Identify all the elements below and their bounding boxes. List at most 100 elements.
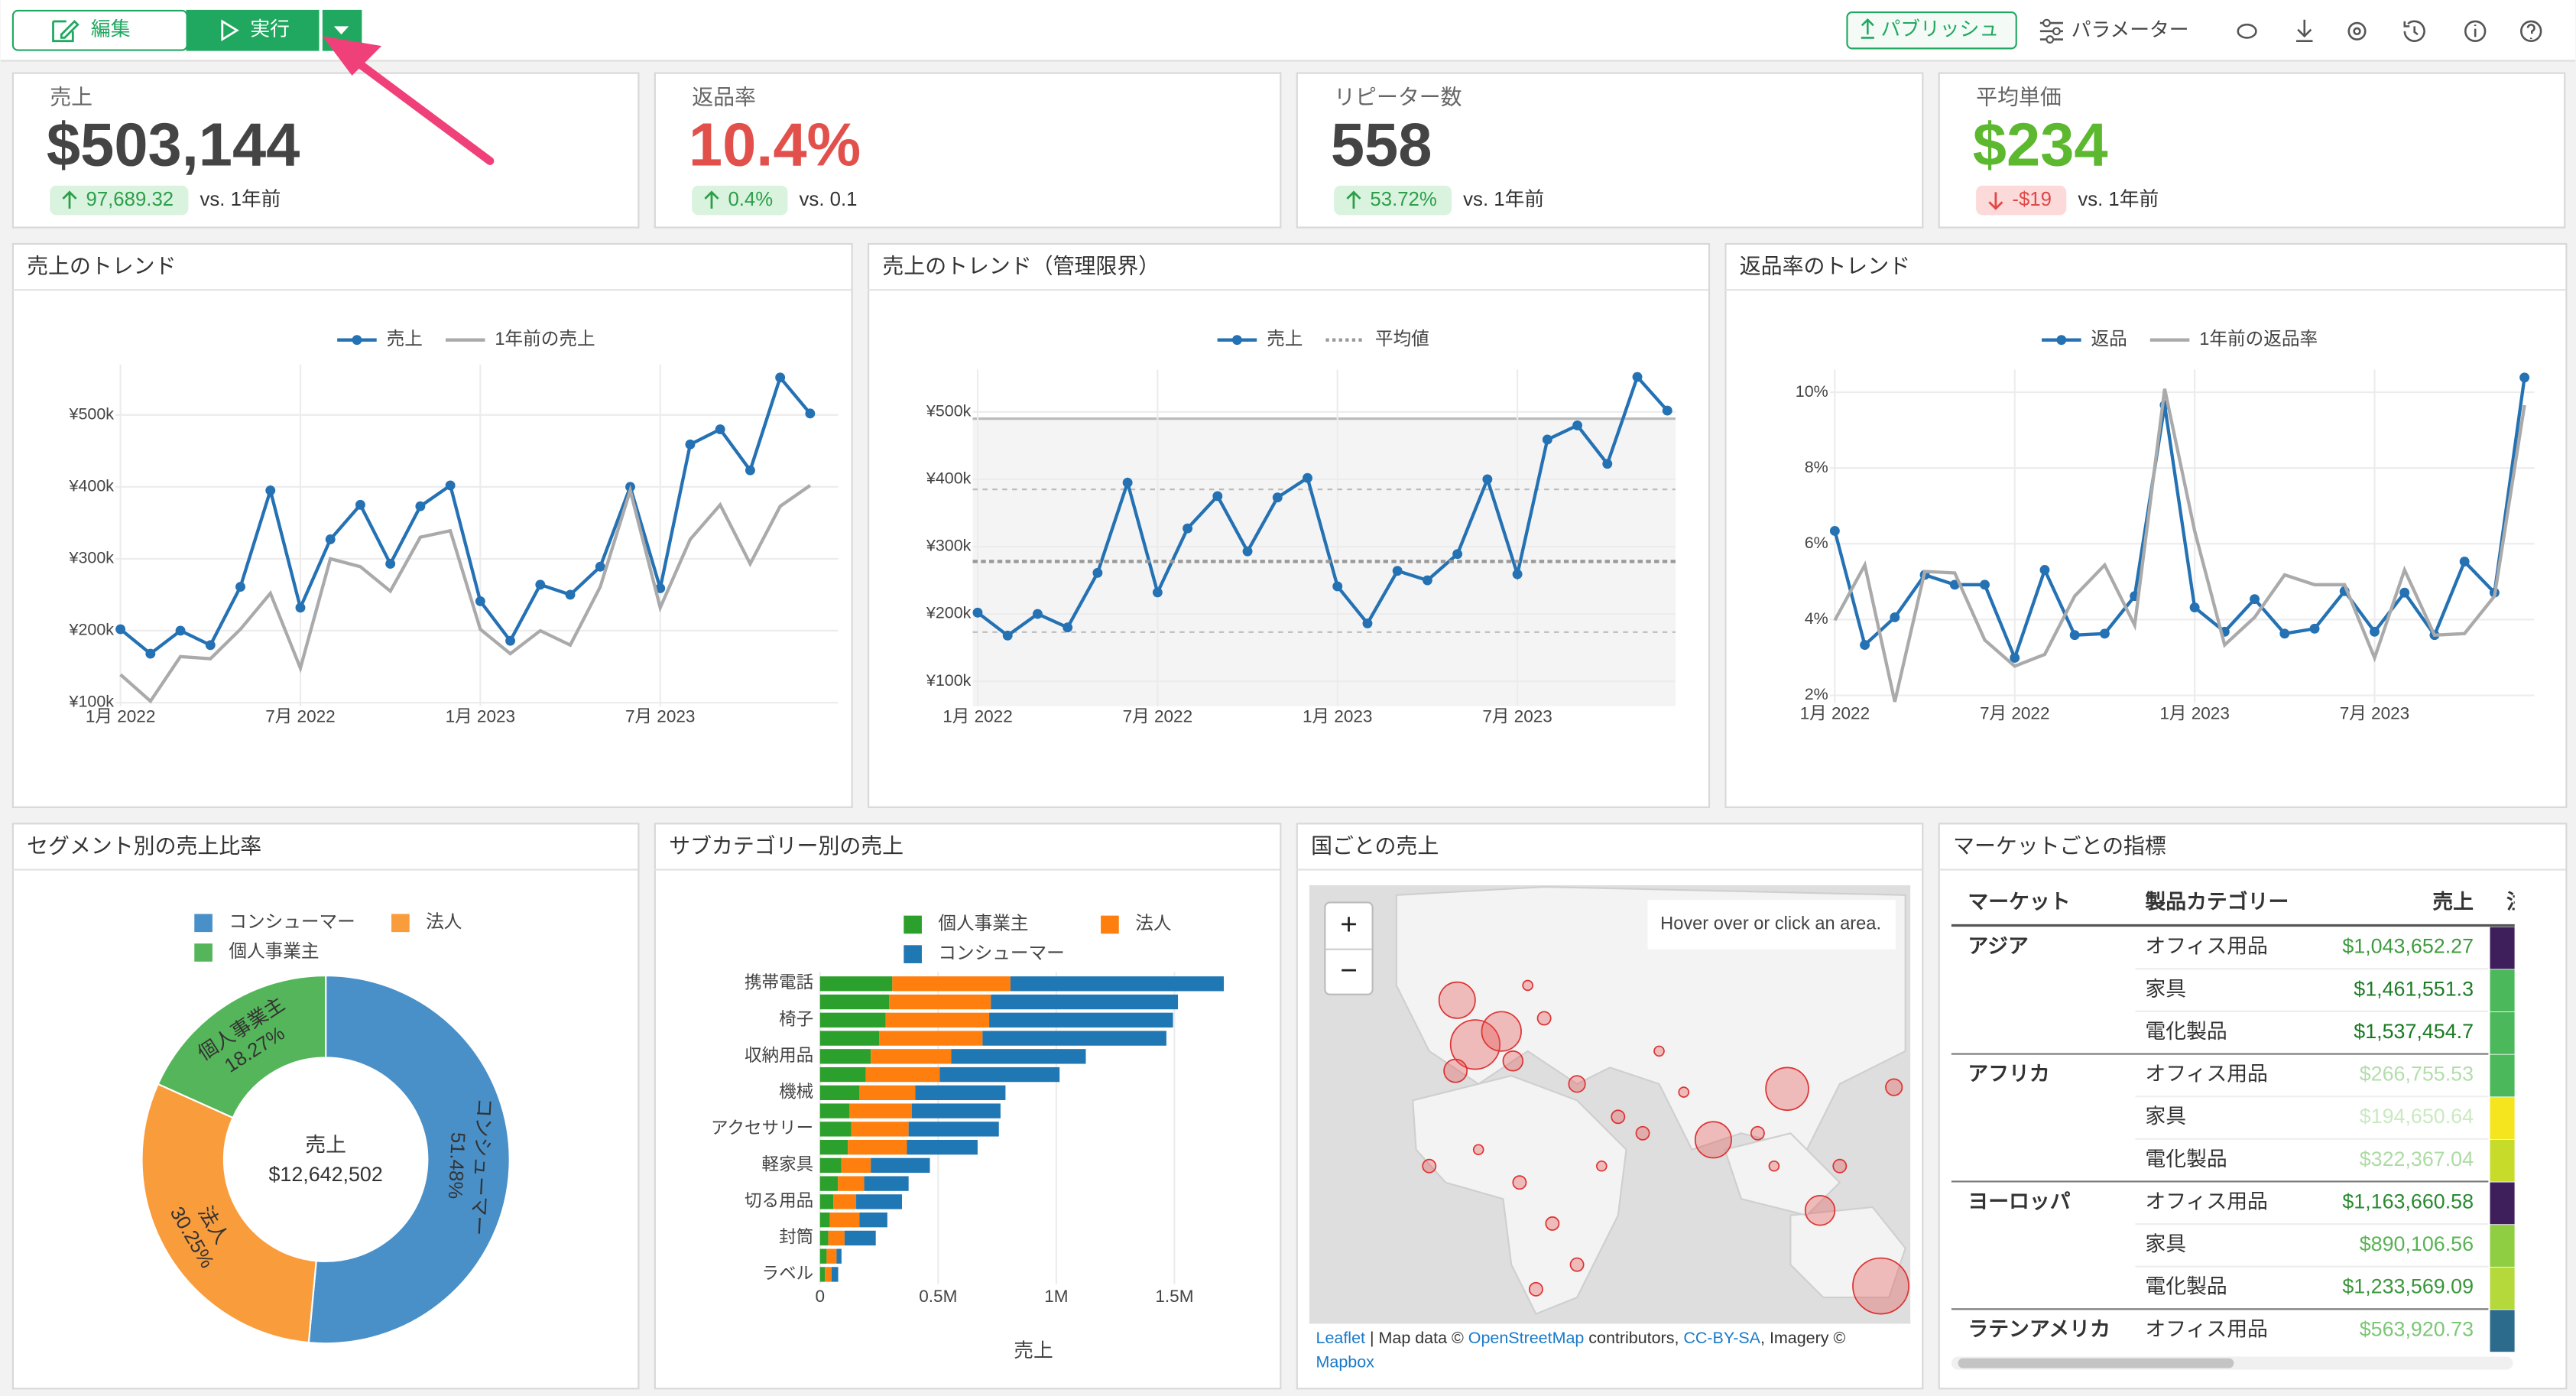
bar-segment [915, 1085, 1006, 1101]
bar-segment [819, 1194, 834, 1209]
point [1212, 491, 1223, 502]
parameters-label[interactable]: パラメーター [2072, 20, 2189, 41]
map-bubble[interactable] [1596, 1160, 1608, 1172]
bar-segment [819, 1031, 880, 1046]
market-cell: アジア [1968, 935, 2028, 958]
comment-icon[interactable] [2237, 23, 2257, 39]
zoom-out[interactable]: − [1340, 954, 1358, 987]
x-tick-label: 7月 2023 [625, 707, 696, 726]
run-label[interactable]: 実行 [250, 18, 290, 41]
scrollbar-thumb[interactable] [1958, 1358, 2234, 1368]
bar-segment [939, 1066, 1060, 1083]
kpi-value: $234 [1973, 110, 2108, 178]
y-tick-label: ¥400k [69, 476, 115, 495]
zoom-in[interactable]: + [1340, 908, 1358, 941]
bar-segment [982, 1031, 1166, 1046]
legend-swatch [194, 914, 213, 933]
bar-segment [871, 1157, 930, 1174]
point [1512, 569, 1523, 580]
map-bubble[interactable] [1750, 1125, 1765, 1141]
map-bubbles [1422, 979, 1909, 1315]
map-bubble[interactable] [1768, 1160, 1780, 1172]
map-bubble[interactable] [1481, 1011, 1522, 1052]
bar-segment [819, 1230, 829, 1246]
point [205, 640, 216, 651]
map-bubble[interactable] [1449, 1019, 1501, 1070]
color-cell [2490, 1097, 2515, 1140]
map-bubble[interactable] [1528, 1281, 1543, 1297]
publish-button[interactable]: パブリッシュ [1846, 11, 2017, 50]
map-bubble[interactable] [1512, 1175, 1527, 1190]
point [1662, 405, 1672, 416]
legend-marker [2056, 335, 2067, 346]
point [1092, 567, 1103, 578]
map-bubble[interactable] [1522, 979, 1533, 992]
bar-segment [825, 1267, 832, 1282]
map-bubble[interactable] [1611, 1109, 1626, 1125]
map-bubble[interactable] [1472, 1144, 1484, 1156]
annotation-arrow [344, 51, 495, 165]
bar-segment [892, 976, 1011, 992]
parameters-button[interactable]: パラメーター [2039, 18, 2189, 44]
map-bubble[interactable] [1569, 1257, 1585, 1272]
bar-segment [989, 1012, 1173, 1028]
map-bubble[interactable] [1545, 1216, 1560, 1231]
map-bubble[interactable] [1694, 1121, 1732, 1159]
bar-segment [879, 1031, 983, 1046]
point [775, 372, 786, 383]
x-tick-label: 0.5M [919, 1287, 957, 1306]
map-bubble[interactable] [1443, 1058, 1468, 1083]
point [355, 499, 365, 510]
settings-icon-center [2353, 27, 2361, 35]
x-tick-label: 1月 2022 [86, 707, 156, 726]
bar-segment [856, 1194, 903, 1209]
parameters-knob [2052, 27, 2061, 36]
column-header: 注文 [2506, 891, 2548, 914]
info-icon[interactable] [2464, 20, 2487, 42]
map-bubble[interactable] [1678, 1086, 1690, 1098]
map-bubble[interactable] [1765, 1066, 1809, 1112]
map-bubble[interactable] [1502, 1050, 1524, 1072]
map-bubble[interactable] [1832, 1158, 1848, 1174]
legend-label: 個人事業主 [229, 941, 319, 962]
download-icon[interactable] [2296, 19, 2313, 42]
publish-frame[interactable] [1846, 11, 2017, 50]
map-bubble[interactable] [1653, 1045, 1665, 1057]
map-bubble[interactable] [1804, 1195, 1836, 1226]
map-bubble[interactable] [1635, 1125, 1650, 1141]
point [1392, 566, 1403, 576]
history-icon[interactable] [2403, 20, 2425, 42]
column-header: マーケット [1968, 891, 2070, 914]
map-bubble[interactable] [1568, 1075, 1586, 1093]
y-tick-label: アクセサリー [711, 1118, 813, 1138]
settings-icon[interactable] [2347, 21, 2367, 41]
edit-button[interactable]: 編集 [11, 9, 188, 51]
y-tick-label: 収納用品 [745, 1046, 813, 1065]
kpi-title: 平均単価 [1976, 85, 2062, 109]
map-bubble[interactable] [1852, 1257, 1909, 1315]
legend-marker [352, 335, 362, 346]
column-header: 製品カテゴリー [2145, 890, 2289, 914]
bar-segment [907, 1139, 978, 1155]
point [1152, 587, 1163, 598]
map-bubble[interactable] [1536, 1011, 1552, 1026]
bar-segment [819, 1066, 866, 1083]
kpi-badge [50, 185, 189, 216]
map-bubble[interactable] [1885, 1078, 1903, 1096]
edit-label[interactable]: 編集 [91, 18, 131, 41]
sales-cell: $1,043,652.27 [2342, 935, 2474, 958]
map-bubble[interactable] [1438, 981, 1476, 1019]
run-button[interactable]: 実行 [186, 9, 320, 51]
color-cell [2490, 1011, 2515, 1054]
run-button-frame[interactable] [186, 9, 320, 51]
map[interactable]: Hover over or click an area. + − [1309, 885, 1911, 1324]
publish-label[interactable]: パブリッシュ [1881, 18, 2000, 41]
point [385, 559, 396, 569]
help-icon[interactable] [2520, 20, 2542, 42]
map-bubble[interactable] [1422, 1158, 1437, 1174]
series-line [119, 484, 812, 704]
point [2399, 587, 2410, 598]
attribution-text: contributors, [1584, 1328, 1683, 1346]
kpi-badge [1976, 185, 2067, 216]
bar-segment [889, 994, 991, 1010]
